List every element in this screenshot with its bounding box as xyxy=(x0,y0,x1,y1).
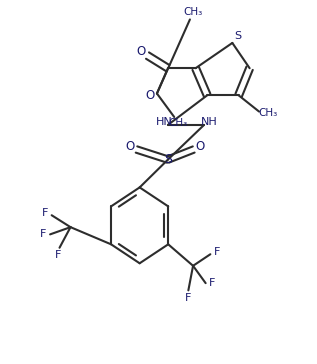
Text: S: S xyxy=(235,31,242,41)
Text: O: O xyxy=(195,140,204,153)
Text: S: S xyxy=(164,153,172,166)
Text: O: O xyxy=(146,89,155,102)
Text: NH: NH xyxy=(201,117,217,127)
Text: CH₃: CH₃ xyxy=(259,108,278,118)
Text: F: F xyxy=(55,250,61,260)
Text: F: F xyxy=(42,209,48,218)
Text: F: F xyxy=(209,278,216,288)
Text: O: O xyxy=(136,46,145,59)
Text: HN: HN xyxy=(156,117,172,127)
Text: CH₃: CH₃ xyxy=(184,7,203,17)
Text: CH₃: CH₃ xyxy=(168,118,188,128)
Text: F: F xyxy=(40,229,46,240)
Text: F: F xyxy=(184,293,191,302)
Text: F: F xyxy=(214,248,220,257)
Text: O: O xyxy=(126,140,135,153)
